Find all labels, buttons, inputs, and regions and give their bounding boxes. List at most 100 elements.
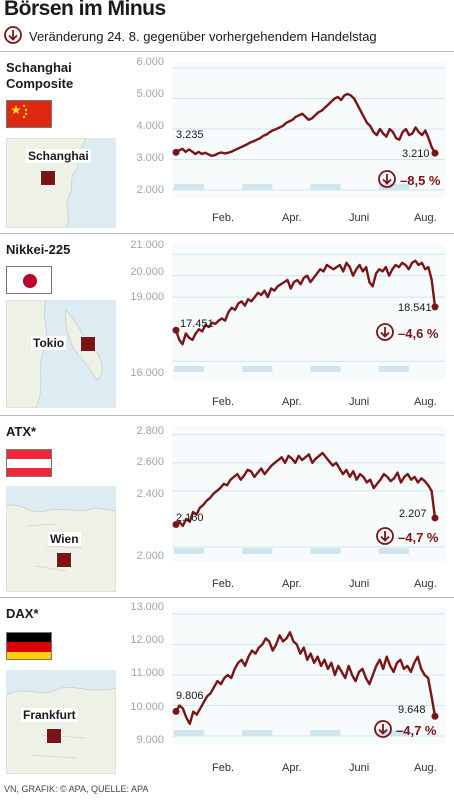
y-tick-label: 21.000 — [130, 239, 164, 251]
city-marker — [56, 552, 72, 568]
line-chart — [172, 613, 445, 737]
x-tick-label: Feb. — [212, 396, 235, 408]
change-badge: –8,5 % — [378, 170, 440, 191]
end-value-label: 3.210 — [402, 148, 430, 160]
start-value-label: 9.806 — [176, 690, 204, 702]
x-tick-label: Aug. — [414, 762, 437, 774]
start-point — [172, 707, 180, 715]
city-marker — [40, 170, 56, 186]
index-name: Nikkei-225 — [6, 242, 71, 257]
x-tick-label: Juni — [349, 212, 370, 224]
panel-separator — [0, 597, 454, 598]
y-tick-label: 2.800 — [136, 425, 164, 437]
month-band — [378, 548, 409, 554]
city-marker — [80, 336, 96, 352]
end-value-label: 9.648 — [398, 704, 426, 716]
month-band — [310, 548, 341, 554]
panel-nikkei: Nikkei-225 Tokio 21.000 20.000 19.000 16… — [0, 234, 454, 414]
month-band — [174, 366, 205, 372]
start-point — [172, 326, 180, 334]
credit-line: VN, GRAFIK: © APA, QUELLE: APA — [4, 784, 149, 794]
start-value-label: 3.235 — [176, 129, 204, 141]
austria-flag-icon — [6, 449, 52, 477]
end-point — [431, 712, 439, 720]
down-arrow-circle-icon — [376, 527, 394, 548]
y-tick-label: 6.000 — [136, 56, 164, 68]
x-tick-label: Feb. — [212, 762, 235, 774]
month-band — [174, 184, 205, 190]
month-band — [310, 366, 341, 372]
y-tick-label: 3.000 — [136, 152, 164, 164]
line-chart — [172, 434, 445, 554]
y-tick-label: 2.000 — [136, 184, 164, 196]
city-marker — [46, 728, 62, 744]
line-chart — [172, 67, 445, 191]
panel-separator — [0, 233, 454, 234]
index-name: Schanghai Composite — [6, 60, 74, 91]
down-arrow-circle-icon — [4, 25, 22, 47]
panel-atx: ATX* Wien 2.800 2.600 2.400 2.000 2.160 … — [0, 416, 454, 596]
chart-plot-area — [172, 62, 445, 198]
panel-separator — [0, 415, 454, 416]
change-badge: –4,6 % — [376, 323, 438, 344]
y-tick-label: 2.400 — [136, 488, 164, 500]
y-tick-label: 2.600 — [136, 456, 164, 468]
x-tick-label: Juni — [349, 578, 370, 590]
start-point — [172, 521, 180, 529]
page-title: Börsen im Minus — [4, 0, 166, 20]
germany-flag-icon — [6, 632, 52, 660]
subtitle-text: Veränderung 24. 8. gegenüber vorhergehen… — [29, 28, 377, 44]
x-tick-label: Aug. — [414, 578, 437, 590]
series-line — [174, 631, 437, 726]
city-label: Schanghai — [26, 149, 91, 163]
y-tick-label: 16.000 — [130, 367, 164, 379]
month-band — [242, 730, 273, 736]
panel-shanghai: Schanghai Composite Schanghai 6.000 5.00… — [0, 52, 454, 232]
city-label: Wien — [48, 532, 81, 546]
change-text: –4,7 % — [396, 723, 437, 738]
series-line — [175, 451, 437, 528]
y-tick-label: 11.000 — [131, 667, 164, 679]
y-tick-label: 20.000 — [130, 266, 164, 278]
y-tick-label: 13.000 — [130, 601, 164, 613]
x-tick-label: Apr. — [282, 578, 302, 590]
map-china: Schanghai — [6, 138, 116, 228]
down-arrow-circle-icon — [378, 170, 396, 191]
y-tick-label: 9.000 — [136, 734, 164, 746]
start-value-label: 17.451 — [180, 318, 214, 330]
x-tick-label: Feb. — [212, 212, 235, 224]
x-tick-label: Aug. — [414, 212, 437, 224]
china-flag-icon — [6, 100, 52, 128]
x-tick-label: Juni — [349, 762, 370, 774]
x-tick-label: Aug. — [414, 396, 437, 408]
change-text: –4,7 % — [398, 530, 439, 545]
chart-plot-area — [172, 608, 445, 744]
index-name: DAX* — [6, 606, 39, 621]
japan-flag-icon — [6, 266, 52, 294]
y-tick-label: 4.000 — [136, 120, 164, 132]
month-band — [378, 730, 409, 736]
x-tick-label: Feb. — [212, 578, 235, 590]
down-arrow-circle-icon — [376, 323, 394, 344]
end-point — [431, 303, 439, 311]
y-tick-label: 12.000 — [130, 634, 164, 646]
chart-plot-area — [172, 426, 445, 562]
down-arrow-circle-icon — [374, 720, 392, 741]
month-band — [378, 184, 409, 190]
series-line — [175, 92, 437, 158]
x-tick-label: Apr. — [282, 762, 302, 774]
start-point — [172, 148, 180, 156]
end-point — [431, 514, 439, 522]
month-band — [242, 366, 273, 372]
x-tick-label: Juni — [349, 396, 370, 408]
index-name: ATX* — [6, 424, 37, 439]
end-point — [431, 149, 439, 157]
y-tick-label: 5.000 — [136, 88, 164, 100]
month-band — [378, 366, 409, 372]
panel-dax: DAX* Frankfurt 13.000 12.000 11.000 10.0… — [0, 598, 454, 778]
city-label: Frankfurt — [21, 708, 78, 722]
panel-separator — [0, 51, 454, 52]
change-badge: –4,7 % — [376, 527, 438, 548]
end-value-label: 18.541 — [398, 302, 432, 314]
month-band — [174, 548, 205, 554]
